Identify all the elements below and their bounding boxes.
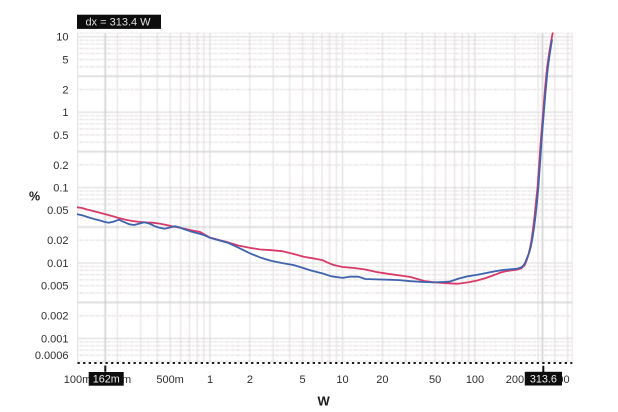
svg-text:0.02: 0.02 [47,235,68,247]
svg-text:100: 100 [466,374,484,386]
svg-text:0.1: 0.1 [53,183,68,195]
svg-text:50: 50 [429,374,441,386]
svg-text:W: W [318,394,331,409]
svg-text:10: 10 [56,32,68,44]
svg-text:313.6: 313.6 [530,373,557,385]
svg-text:0.001: 0.001 [41,333,69,345]
svg-text:5: 5 [300,374,306,386]
svg-text:200: 200 [506,374,524,386]
svg-text:0.002: 0.002 [41,311,69,323]
svg-text:0.5: 0.5 [53,130,68,142]
svg-text:500m: 500m [156,374,184,386]
svg-text:20: 20 [376,374,388,386]
svg-text:162m: 162m [93,374,120,386]
svg-text:0.05: 0.05 [47,205,68,217]
svg-text:10: 10 [336,374,348,386]
svg-text:100m: 100m [64,374,92,386]
svg-text:1: 1 [207,374,213,386]
svg-text:1: 1 [62,107,68,119]
svg-text:5: 5 [62,54,68,66]
svg-text:dx = 313.4 W: dx = 313.4 W [85,17,151,29]
svg-text:2: 2 [62,84,68,96]
svg-text:0.2: 0.2 [53,160,68,172]
svg-text:2: 2 [247,374,253,386]
svg-text:%: % [29,190,40,204]
svg-text:0.005: 0.005 [41,281,69,293]
svg-text:0.01: 0.01 [47,258,68,270]
svg-text:0.0006: 0.0006 [35,350,69,362]
